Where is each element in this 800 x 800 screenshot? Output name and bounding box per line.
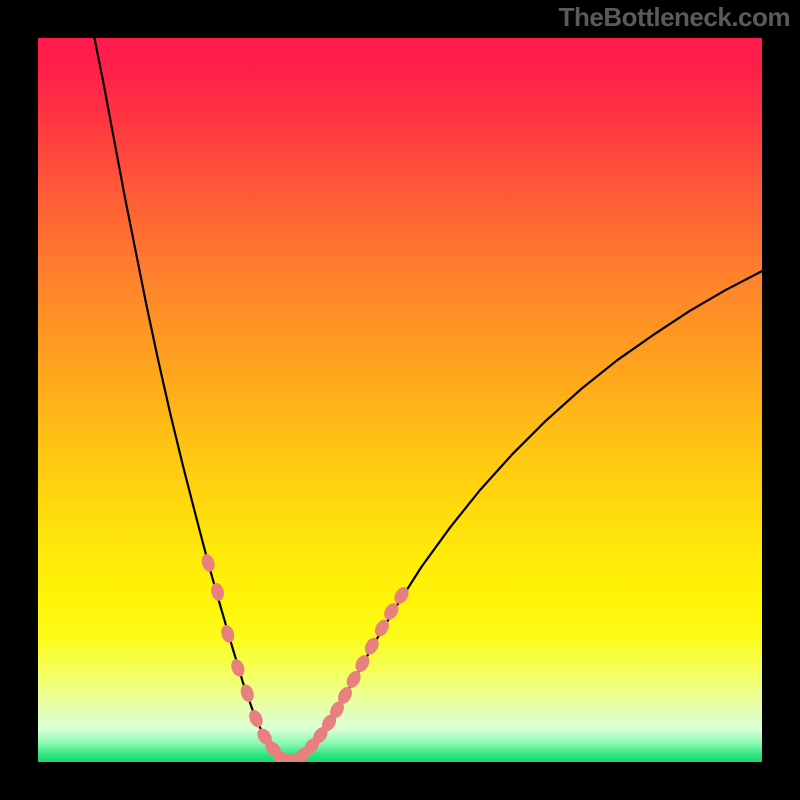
chart-container: TheBottleneck.com	[0, 0, 800, 800]
watermark-text: TheBottleneck.com	[559, 2, 796, 33]
plot-svg	[38, 38, 762, 762]
gradient-background	[38, 38, 762, 762]
plot-area	[38, 38, 762, 762]
